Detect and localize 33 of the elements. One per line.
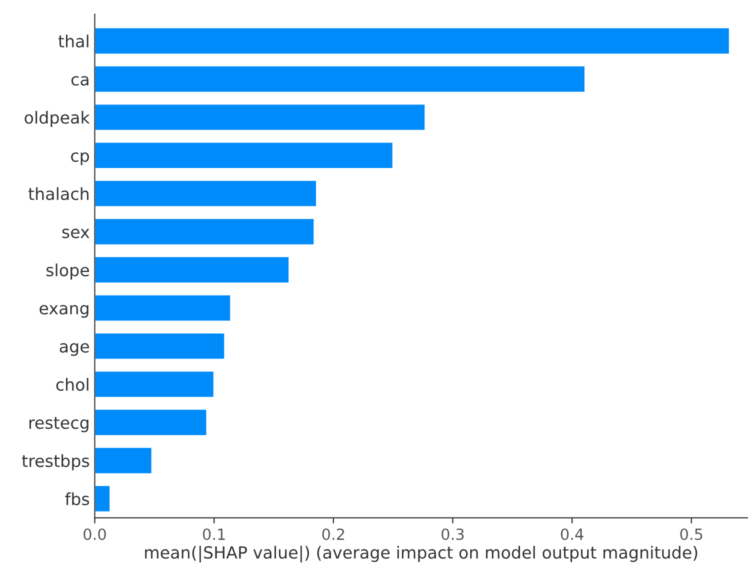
y-tick-label: thal (58, 34, 88, 48)
bar (94, 332, 226, 360)
x-tick-label: 0.1 (202, 528, 225, 540)
x-tick-label: 0.3 (442, 528, 464, 540)
x-axis-title: mean(|SHAP value|) (average impact on model output magnitude) (145, 546, 698, 562)
y-tick-label: restecg (29, 417, 88, 432)
x-tick-label: 0.5 (680, 528, 702, 540)
bar (94, 256, 290, 284)
bar (94, 26, 730, 55)
y-tick-label: fbs (65, 492, 90, 506)
y-tick-label: exang (40, 304, 88, 318)
x-tick-label: 0.2 (322, 528, 344, 540)
bar (94, 294, 232, 322)
y-tick-label: chol (56, 378, 88, 391)
y-tick-label: age (60, 343, 89, 356)
bar (94, 103, 426, 132)
y-tick-label: trestbps (22, 454, 90, 470)
bar (94, 370, 215, 398)
y-tick-label: oldpeak (24, 110, 90, 128)
y-tick-label: slope (46, 263, 89, 280)
bar (94, 484, 111, 513)
bar (94, 408, 208, 436)
y-tick-label: sex (62, 228, 90, 238)
x-tick-label: 0.0 (84, 528, 106, 540)
y-tick-label: thalach (28, 187, 88, 200)
bar (94, 218, 316, 246)
bar (94, 179, 318, 208)
bar (94, 446, 153, 475)
bar (94, 141, 394, 170)
y-tick-label: ca (71, 76, 88, 86)
x-tick-label: 0.4 (560, 528, 584, 540)
bar (94, 65, 586, 94)
y-tick-label: cp (71, 152, 89, 166)
